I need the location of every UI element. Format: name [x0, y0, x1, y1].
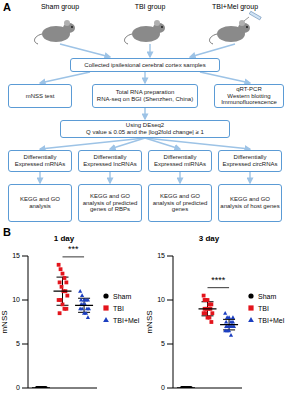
svg-text:10: 10 [157, 296, 165, 303]
svg-text:mNSS: mNSS [8, 310, 9, 333]
svg-text:0: 0 [161, 384, 165, 391]
svg-text:****: **** [211, 275, 226, 285]
html-text:Differentially Expressed miRNA: Differentially Expressed miRNAs [154, 154, 206, 167]
html-text:Sham: Sham [258, 292, 277, 300]
html-text:KEGG and GO analysis of predic: KEGG and GO analysis of predicted genes [152, 192, 208, 213]
html-text:qRT-PCR Western blotting Immun: qRT-PCR Western blotting Immunofluoresce… [221, 85, 277, 106]
html-text:3 day: 3 day [198, 234, 220, 243]
html-text:Sham: Sham [113, 292, 132, 300]
html-text:TBI+Mel: TBI+Mel [258, 316, 285, 324]
html-text:Differentially Expressed circR: Differentially Expressed circRNAs [222, 154, 278, 167]
html-text:Total RNA preparation RNA-seq: Total RNA preparation RNA-seq on BGI (Sh… [96, 89, 194, 102]
html-text:KEGG and GO analysis: KEGG and GO analysis [20, 196, 60, 209]
svg-text:10: 10 [12, 296, 20, 303]
svg-text:5: 5 [16, 340, 20, 347]
svg-text:mNSS: mNSS [145, 310, 154, 333]
html-text:TBI+Mel: TBI+Mel [113, 316, 140, 324]
html-text:TBI: TBI [113, 304, 124, 312]
html-text:Sham group: Sham group [40, 3, 80, 10]
html-text:Differentially Expressed lncRN: Differentially Expressed lncRNAs [83, 154, 137, 167]
svg-text:0: 0 [16, 384, 20, 391]
svg-text:15: 15 [12, 252, 20, 259]
html-text:TBI group: TBI group [134, 3, 166, 10]
html-text:TBI+Mel group: TBI+Mel group [211, 3, 258, 10]
html-text:TBI: TBI [258, 304, 269, 312]
html-text:KEGG and GO analysis of predic: KEGG and GO analysis of predicted genes … [82, 192, 138, 213]
svg-text:5: 5 [161, 340, 165, 347]
html-text:mNSS test: mNSS test [25, 92, 55, 99]
svg-text:***: *** [68, 244, 79, 254]
html-text:Using DEseq2 Q value ≤ 0.05 an: Using DEseq2 Q value ≤ 0.05 and the |log… [86, 122, 204, 135]
html-text:Differentially Expressed mRNAs: Differentially Expressed mRNAs [14, 154, 66, 167]
svg-text:15: 15 [157, 252, 165, 259]
html-text:Collected ipsilesional cerebra: Collected ipsilesional cerebral cortex s… [84, 61, 206, 68]
html-text:A: A [3, 1, 11, 13]
html-text:B: B [3, 226, 11, 238]
html-text:KEGG and GO analysis of host g: KEGG and GO analysis of host genes [220, 196, 280, 209]
html-text:1 day: 1 day [53, 234, 75, 243]
